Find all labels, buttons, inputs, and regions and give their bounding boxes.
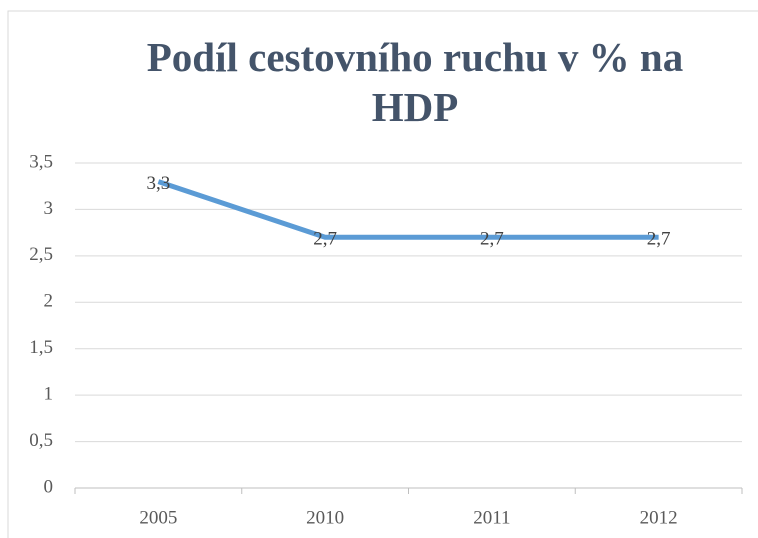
data-line (157, 179, 659, 240)
y-tick-label: 0 (44, 476, 54, 497)
x-tick-label: 2012 (640, 507, 678, 528)
y-tick-label: 0,5 (29, 430, 53, 451)
y-tick-label: 1,5 (29, 337, 53, 358)
chart-title: Podíl cestovního ruchu v % na HDP (146, 34, 684, 130)
data-label: 2,7 (480, 229, 504, 250)
y-tick-label: 2 (44, 291, 54, 312)
x-tick-label: 2010 (306, 507, 344, 528)
data-label: 2,7 (313, 229, 337, 250)
data-label: 3,3 (147, 173, 171, 194)
data-label: 2,7 (647, 229, 671, 250)
x-tick-label: 2011 (473, 507, 510, 528)
y-tick-label: 3,5 (29, 151, 53, 172)
chart-border (7, 10, 758, 538)
y-tick-label: 3 (44, 198, 54, 219)
y-tick-label: 1 (44, 384, 54, 405)
x-tick-label: 2005 (139, 507, 177, 528)
y-tick-label: 2,5 (29, 244, 53, 265)
